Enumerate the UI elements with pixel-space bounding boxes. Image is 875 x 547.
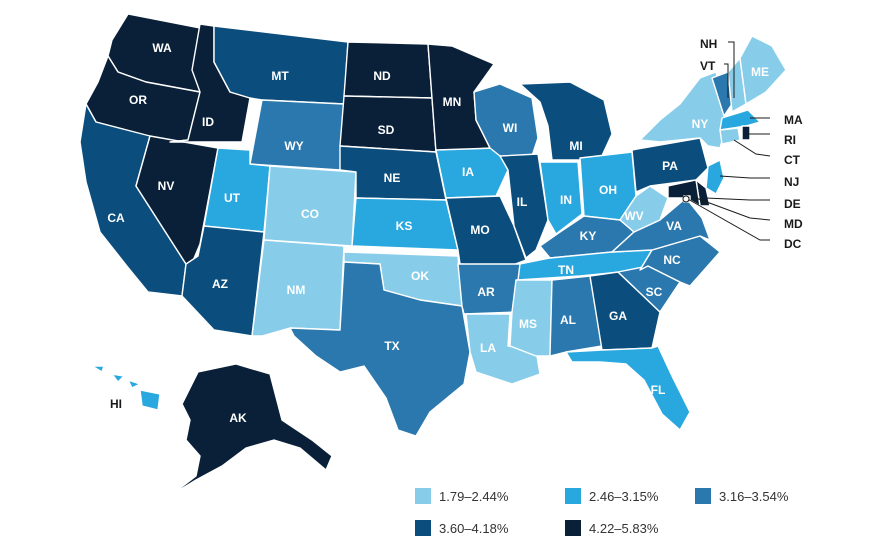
state-label-VA: VA	[666, 219, 682, 233]
state-label-FL: FL	[651, 383, 666, 397]
state-label-PA: PA	[662, 159, 678, 173]
legend: 1.79–2.44% 2.46–3.15% 3.16–3.54% 3.60–4.…	[415, 488, 835, 544]
state-label-OH: OH	[599, 183, 617, 197]
legend-swatch	[565, 488, 581, 504]
legend-label: 3.16–3.54%	[719, 488, 789, 504]
state-label-GA: GA	[609, 309, 627, 323]
state-label-MO: MO	[470, 223, 489, 237]
state-label-ME: ME	[751, 65, 769, 79]
state-TX[interactable]	[289, 261, 471, 437]
state-label-TX: TX	[384, 339, 399, 353]
state-label-OK: OK	[411, 269, 429, 283]
state-label-CO: CO	[301, 207, 319, 221]
state-IA[interactable]	[435, 147, 509, 199]
state-LA[interactable]	[465, 313, 541, 385]
legend-label: 2.46–3.15%	[589, 488, 659, 504]
state-label-CA: CA	[107, 211, 125, 225]
state-label-MT: MT	[271, 69, 289, 83]
state-label-WV: WV	[624, 209, 643, 223]
state-WY[interactable]	[249, 99, 345, 171]
state-IN[interactable]	[539, 161, 583, 235]
state-label-NY: NY	[692, 117, 709, 131]
state-AR[interactable]	[457, 263, 521, 315]
legend-item: 4.22–5.83%	[565, 520, 658, 536]
state-label-SD: SD	[378, 123, 395, 137]
callout-leaders	[682, 41, 771, 241]
state-label-WA: WA	[152, 41, 172, 55]
state-label-SC: SC	[646, 285, 663, 299]
state-MO[interactable]	[445, 195, 527, 267]
state-CT[interactable]	[719, 127, 741, 145]
state-NJ[interactable]	[705, 159, 725, 195]
state-label-KS: KS	[396, 219, 413, 233]
legend-item: 2.46–3.15%	[565, 488, 658, 504]
state-label-AR: AR	[477, 285, 495, 299]
state-label-UT: UT	[224, 191, 241, 205]
state-label-MN: MN	[443, 95, 462, 109]
callout-label-DC: DC	[784, 237, 802, 251]
state-ME[interactable]	[739, 35, 787, 105]
callout-label-CT: CT	[784, 153, 801, 167]
state-CO[interactable]	[263, 165, 357, 247]
state-label-KY: KY	[580, 229, 597, 243]
state-IL[interactable]	[499, 153, 549, 259]
legend-label: 3.60–4.18%	[439, 520, 509, 536]
legend-item: 3.16–3.54%	[695, 488, 788, 504]
callout-label-HI: HI	[110, 397, 122, 411]
state-MT[interactable]	[213, 25, 349, 105]
state-label-AZ: AZ	[212, 277, 228, 291]
state-AL[interactable]	[549, 275, 603, 357]
state-label-NE: NE	[384, 171, 401, 185]
legend-swatch	[415, 488, 431, 504]
legend-item: 1.79–2.44%	[415, 488, 508, 504]
state-label-OR: OR	[129, 93, 147, 107]
state-label-NM: NM	[287, 283, 306, 297]
legend-swatch	[415, 520, 431, 536]
legend-item: 3.60–4.18%	[415, 520, 508, 536]
callout-label-MA: MA	[784, 113, 803, 127]
state-label-NV: NV	[158, 179, 175, 193]
legend-label: 1.79–2.44%	[439, 488, 509, 504]
state-label-LA: LA	[480, 341, 496, 355]
legend-swatch	[695, 488, 711, 504]
state-FL[interactable]	[565, 345, 691, 431]
callout-label-DE: DE	[784, 197, 801, 211]
state-AK[interactable]	[169, 363, 333, 497]
state-label-IN: IN	[560, 193, 572, 207]
state-AZ[interactable]	[181, 225, 265, 337]
callout-label-NH: NH	[700, 37, 717, 51]
state-label-ND: ND	[373, 69, 391, 83]
callout-label-VT: VT	[700, 59, 716, 73]
state-label-AL: AL	[560, 313, 576, 327]
state-CA[interactable]	[79, 103, 187, 297]
state-label-MI: MI	[569, 139, 582, 153]
state-RI[interactable]	[741, 125, 751, 141]
state-HI[interactable]	[91, 365, 161, 411]
legend-label: 4.22–5.83%	[589, 520, 659, 536]
state-label-NC: NC	[663, 253, 681, 267]
state-label-TN: TN	[558, 263, 574, 277]
state-GA[interactable]	[589, 271, 661, 351]
state-label-AK: AK	[229, 411, 247, 425]
state-label-WI: WI	[503, 121, 518, 135]
callout-label-RI: RI	[784, 133, 796, 147]
state-label-ID: ID	[202, 115, 214, 129]
callout-label-NJ: NJ	[784, 175, 799, 189]
state-label-WY: WY	[284, 139, 303, 153]
state-label-IL: IL	[517, 195, 528, 209]
state-MA[interactable]	[719, 109, 761, 131]
state-label-IA: IA	[462, 165, 474, 179]
state-label-MS: MS	[519, 317, 537, 331]
legend-swatch	[565, 520, 581, 536]
callout-label-MD: MD	[784, 217, 803, 231]
